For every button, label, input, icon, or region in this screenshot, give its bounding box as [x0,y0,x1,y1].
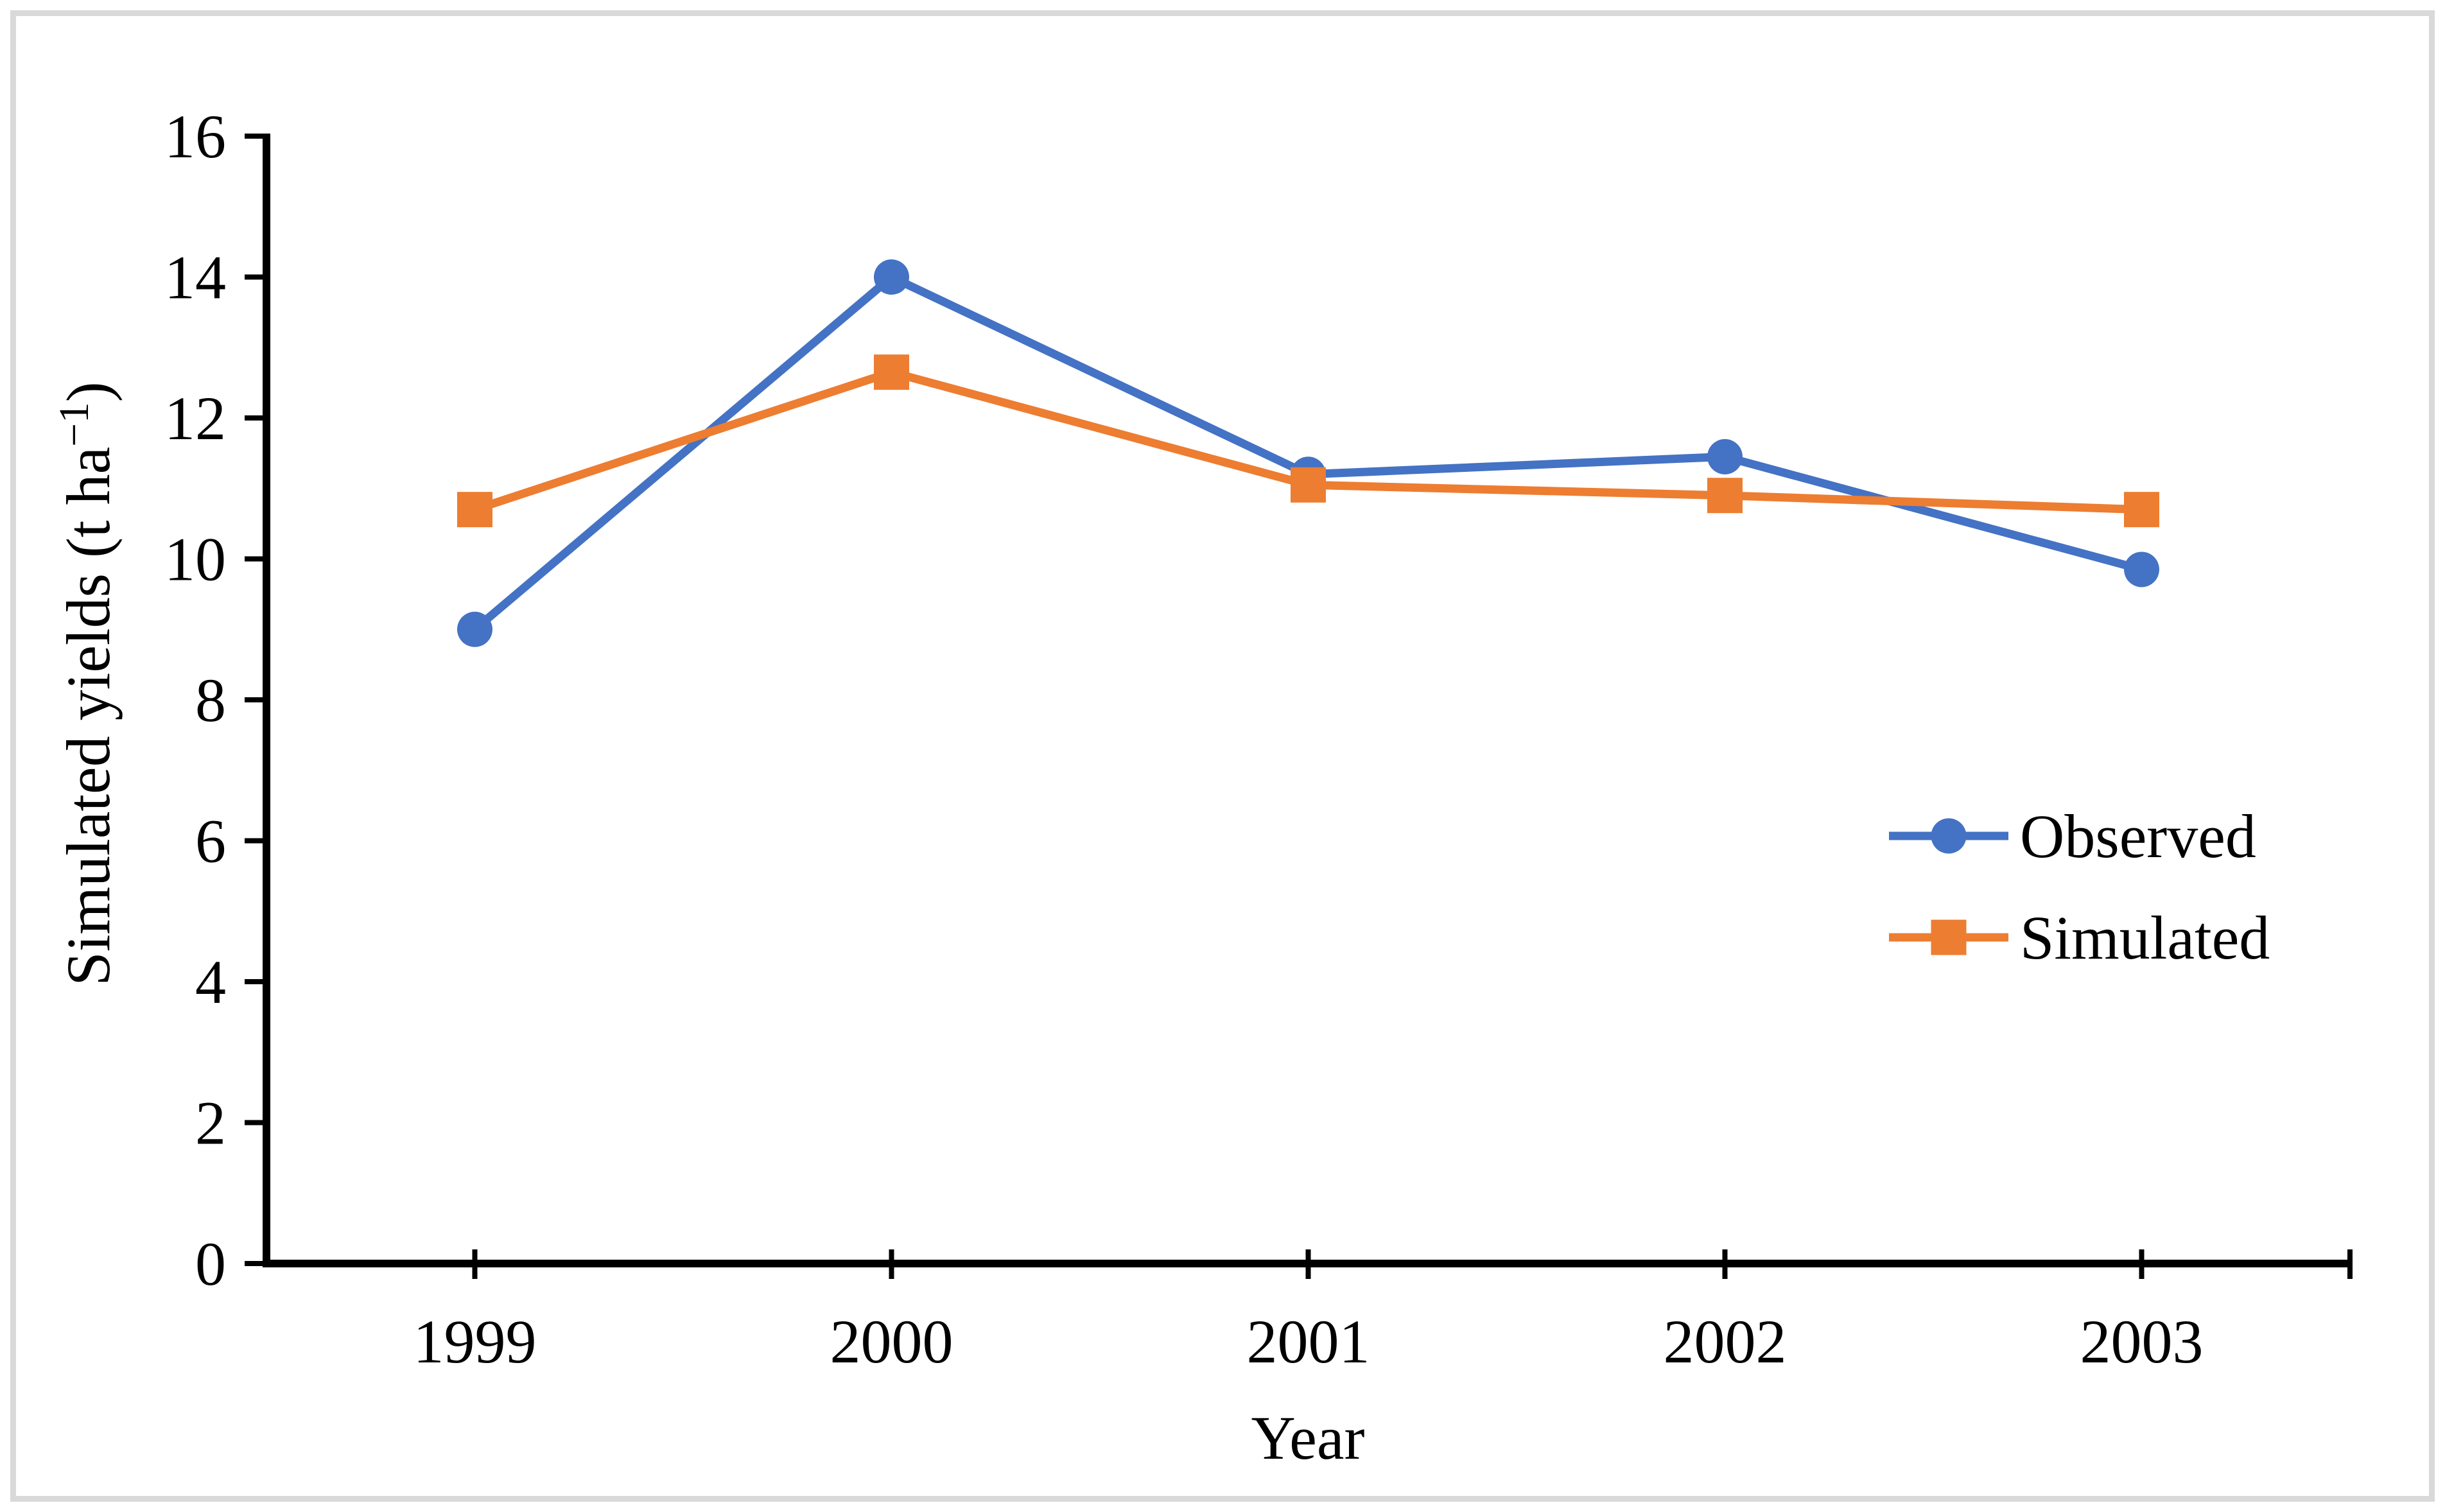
simulated-data-point [874,354,909,390]
y-tick-label: 4 [195,948,226,1016]
legend-item-simulated: Simulated [1888,902,2270,973]
y-axis-title-close: ) [54,381,123,403]
simulated-data-point [457,492,492,528]
x-tick-label: 2003 [2080,1307,2204,1376]
legend-item-observed: Observed [1888,801,2270,871]
y-tick-label: 12 [164,384,226,453]
observed-data-point [874,259,909,295]
y-tick-label: 0 [195,1230,226,1298]
x-tick-label: 2000 [830,1307,953,1376]
observed-data-point [457,611,492,647]
y-tick-label: 16 [164,102,226,171]
series-simulated [457,354,2159,528]
x-tick-label: 2002 [1664,1307,1787,1376]
legend-label-observed: Observed [2020,801,2256,871]
y-axis-title-superscript: −1 [51,402,98,447]
simulated-legend-glyph [1931,919,1967,955]
y-axis-title-text: Simulated yields (t ha [54,446,123,986]
simulated-legend-marker-icon [1889,919,2008,955]
simulated-data-point [1707,478,1743,514]
simulated-data-point [2124,492,2159,528]
y-tick-label: 6 [195,807,226,876]
y-axis-title: Simulated yields (t ha−1) [51,170,124,1197]
y-tick-label: 10 [164,525,226,594]
observed-legend-glyph [1931,818,1967,854]
legend: Observed Simulated [1888,801,2270,1004]
observed-line [472,273,2143,633]
axes: 0 2 4 6 8 10 12 14 16 1999 2000 2001 2002 2003 [164,102,2353,1376]
x-tick-label: 2001 [1247,1307,1370,1376]
simulated-data-point [1291,467,1326,503]
x-axis-title: Year [1251,1403,1365,1472]
observed-legend-marker-icon [1889,818,2008,854]
y-tick-label: 14 [164,243,226,312]
chart-border-frame [10,10,2435,1502]
y-tick-label: 8 [195,666,226,734]
legend-label-simulated: Simulated [2020,903,2270,972]
observed-data-point [1707,439,1743,474]
observed-data-point [2124,552,2159,587]
x-tick-label: 1999 [413,1307,537,1376]
y-tick-label: 2 [195,1089,226,1158]
series-observed [457,259,2159,647]
